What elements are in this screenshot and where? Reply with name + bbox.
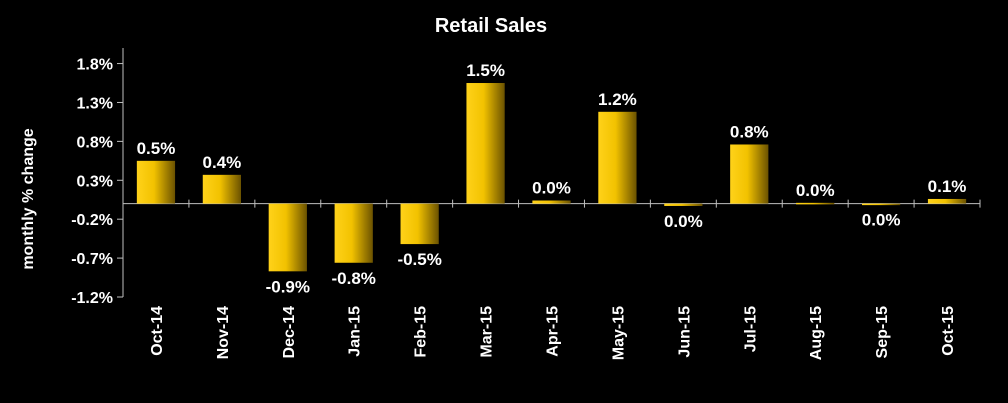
x-tick-label: Dec-14: [281, 306, 298, 359]
x-tick-label: Feb-15: [413, 306, 430, 358]
data-label: 0.0%: [532, 179, 571, 198]
data-label: 0.8%: [730, 122, 769, 141]
y-tick-label: 0.3%: [77, 173, 113, 190]
data-label: 0.5%: [137, 139, 176, 158]
bar: [532, 200, 571, 204]
bar: [466, 83, 505, 204]
x-tick-label: Nov-14: [215, 306, 232, 359]
x-tick-label: Jul-15: [742, 306, 759, 352]
bar: [664, 203, 703, 206]
y-tick-label: 1.8%: [77, 57, 113, 74]
data-label: 1.5%: [466, 61, 505, 80]
x-tick-label: May-15: [610, 306, 627, 360]
data-label: -0.5%: [397, 250, 441, 269]
y-tick-label: -0.2%: [71, 212, 113, 229]
data-label: 0.1%: [928, 177, 967, 196]
x-tick-label: Sep-15: [874, 306, 891, 359]
bar: [730, 144, 769, 204]
x-tick-label: Jun-15: [676, 306, 693, 358]
y-tick-label: 0.8%: [77, 134, 113, 151]
x-tick-label: Mar-15: [479, 306, 496, 358]
y-tick-label: -1.2%: [71, 290, 113, 307]
data-label: -0.9%: [266, 277, 310, 296]
y-axis-label: monthly % change: [20, 128, 37, 269]
plot-area: 1.8% 1.3% 0.8% 0.3% -0.2% -0.7% -1.2% 0.5% Oct-1…: [71, 48, 981, 360]
data-label: 0.0%: [664, 212, 703, 231]
data-label: 0.0%: [796, 181, 835, 200]
bar: [400, 203, 439, 245]
chart-title: Retail Sales: [435, 15, 547, 37]
bar: [598, 111, 637, 204]
bar: [202, 174, 242, 204]
bar: [861, 203, 901, 206]
data-label: -0.8%: [332, 269, 376, 288]
y-tick-label: 1.3%: [77, 95, 113, 112]
data-label: 1.2%: [598, 90, 637, 109]
data-label: 0.0%: [862, 210, 901, 229]
bar: [136, 160, 176, 204]
bar: [334, 203, 373, 263]
bar: [927, 198, 967, 204]
bar: [796, 202, 835, 205]
x-tick-label: Jan-15: [347, 306, 364, 357]
data-label: 0.4%: [203, 153, 242, 172]
bar: [268, 203, 307, 272]
x-tick-label: Aug-15: [808, 306, 825, 360]
x-tick-label: Oct-14: [149, 306, 166, 356]
y-tick-label: -0.7%: [71, 251, 113, 268]
x-tick-label: Apr-15: [545, 306, 562, 357]
x-tick-label: Oct-15: [940, 306, 957, 356]
